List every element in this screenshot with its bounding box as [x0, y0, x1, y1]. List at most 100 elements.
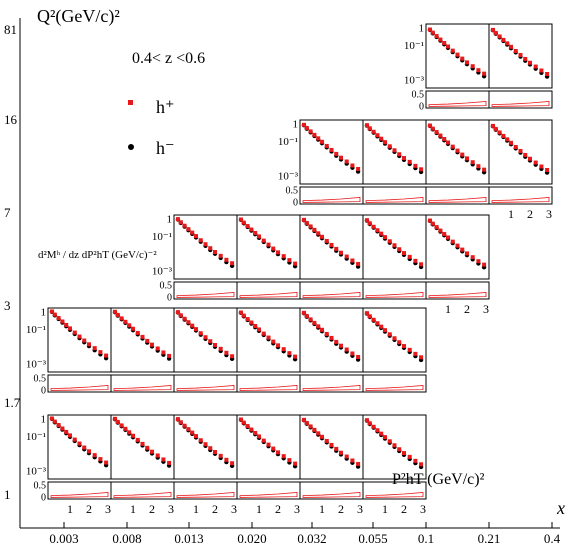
point-hplus — [253, 230, 258, 235]
point-hplus — [150, 342, 154, 347]
point-hplus — [308, 317, 313, 322]
ratio-band — [176, 292, 235, 298]
point-hplus — [329, 242, 334, 247]
point-hplus — [383, 140, 387, 145]
ratio-band — [428, 292, 487, 298]
ratio-band — [365, 292, 424, 298]
point-hplus — [419, 262, 424, 267]
inner-ytick-label: 1 — [419, 22, 425, 34]
point-hplus — [413, 163, 418, 168]
ratio-band — [365, 197, 424, 203]
point-hplus — [375, 428, 380, 433]
point-hplus — [329, 442, 334, 447]
point-hplus — [123, 426, 128, 431]
point-hplus — [312, 320, 317, 325]
point-hplus — [505, 41, 510, 46]
point-hplus — [82, 445, 87, 450]
point-hplus — [98, 350, 103, 355]
point-hplus — [501, 37, 506, 42]
point-hplus — [186, 320, 191, 325]
point-hplus — [446, 235, 450, 240]
inner-ytick-label: 10⁻³ — [26, 465, 47, 477]
legend-label-hplus: h⁺ — [156, 97, 175, 117]
panel-ratio-frame — [425, 281, 490, 300]
point-hplus — [198, 438, 203, 443]
point-hplus — [419, 355, 424, 360]
inner-xtick-label: 3 — [483, 302, 489, 316]
point-hplus — [513, 144, 518, 149]
panel — [425, 214, 490, 300]
point-hplus — [271, 339, 276, 344]
point-hplus — [501, 133, 506, 138]
outer-y-label: Q²(GeV/c)² — [37, 6, 120, 27]
legend-marker-hplus — [128, 100, 133, 105]
point-hplus — [375, 228, 380, 233]
point-hplus — [238, 417, 243, 422]
point-hplus — [356, 261, 361, 266]
inner-ytick-label: 10⁻¹ — [26, 431, 46, 443]
ratio-band — [365, 385, 424, 391]
point-hplus — [344, 254, 349, 259]
point-hplus — [356, 461, 361, 466]
inner-ytick-label: 1 — [293, 118, 299, 130]
point-hplus — [379, 431, 384, 436]
point-hplus — [213, 450, 217, 455]
point-hplus — [434, 34, 439, 39]
q2-bin-label: 7 — [4, 205, 11, 220]
point-hplus — [312, 227, 317, 232]
point-hplus — [257, 234, 261, 239]
point-hplus — [334, 446, 339, 451]
point-hplus — [257, 327, 261, 332]
inner-xtick-label: 3 — [420, 502, 426, 516]
point-hplus — [430, 126, 435, 131]
inner-xtick-label: 3 — [294, 502, 300, 516]
panel — [362, 414, 427, 500]
point-hplus — [253, 323, 258, 328]
panels — [47, 23, 553, 500]
point-hplus — [241, 313, 246, 318]
point-hplus — [52, 312, 57, 317]
point-hplus — [266, 242, 271, 247]
point-hplus — [276, 343, 280, 348]
ratio-band — [491, 197, 550, 203]
panel-main-frame — [488, 23, 553, 89]
point-hplus — [450, 48, 455, 53]
point-hplus — [364, 311, 369, 316]
point-hplus — [493, 30, 498, 35]
point-hplus — [175, 417, 180, 422]
point-hplus — [413, 258, 418, 263]
point-hplus — [442, 137, 447, 142]
point-hplus — [281, 254, 286, 259]
point-hplus — [387, 439, 392, 444]
x-bin-label: 0.1 — [418, 531, 434, 545]
ratio-band — [176, 492, 235, 498]
bin-labels: 0.003 0.008 0.013 0.020 0.032 0.055 0.1 0.21 0.4… — [4, 22, 561, 545]
point-hplus — [320, 434, 324, 439]
legend-marker-hminus — [128, 144, 134, 150]
point-hplus — [344, 159, 349, 164]
ratio-ytick-label: 0.5 — [160, 281, 173, 292]
ratio-ytick-label: 0 — [419, 102, 424, 113]
point-hplus — [367, 314, 372, 319]
point-hplus — [131, 326, 135, 331]
point-hplus — [182, 423, 187, 428]
ratio-ytick-label: 0 — [167, 293, 172, 304]
point-hplus — [56, 423, 61, 428]
point-hplus — [145, 445, 150, 450]
panel — [173, 307, 238, 393]
point-hplus — [397, 247, 402, 252]
point-hplus — [490, 27, 495, 32]
point-hplus — [470, 255, 475, 260]
point-hplus — [218, 346, 223, 351]
point-hplus — [339, 155, 343, 160]
point-hplus — [539, 164, 544, 169]
point-hplus — [293, 354, 298, 359]
point-hplus — [182, 223, 187, 228]
point-hplus — [518, 52, 523, 57]
point-hplus — [371, 129, 376, 134]
point-hplus — [301, 417, 306, 422]
point-hplus — [145, 338, 150, 343]
inner-xtick-label: 1 — [67, 502, 73, 516]
point-hplus — [266, 335, 271, 340]
ratio-ytick-label: 0.5 — [286, 186, 299, 197]
